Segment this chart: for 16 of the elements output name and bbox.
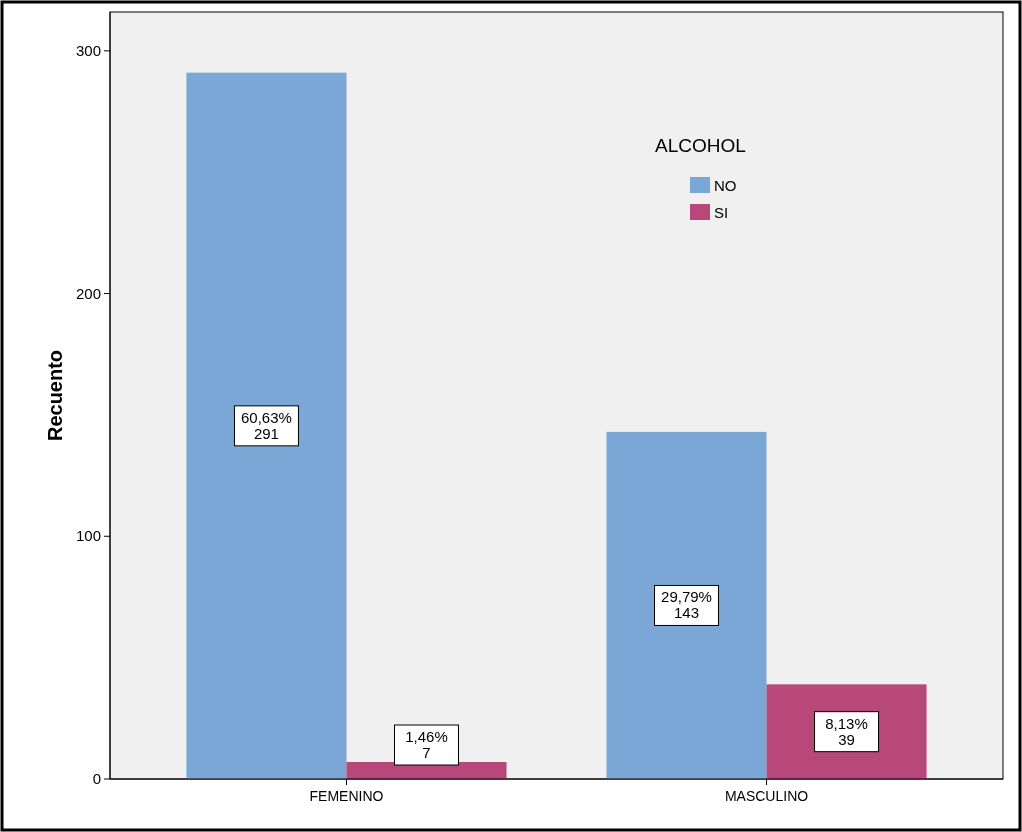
data-label: 8,13% 39	[825, 714, 868, 748]
legend-label: SI	[714, 204, 729, 221]
bar	[606, 431, 767, 779]
y-tick-label: 200	[75, 284, 101, 302]
data-label: 1,46% 7	[405, 728, 448, 761]
bar	[186, 72, 347, 779]
legend-label: NO	[714, 177, 737, 194]
data-label: 29,79% 143	[661, 588, 712, 622]
x-tick-label: MASCULINO	[724, 788, 809, 804]
y-tick-label: 100	[75, 527, 101, 545]
y-tick-label: 300	[75, 41, 101, 59]
legend-title: ALCOHOL	[655, 135, 746, 156]
y-axis-title: Recuento	[44, 349, 66, 442]
x-tick-label: FEMENINO	[309, 788, 384, 804]
data-label: 60,63% 291	[241, 408, 292, 442]
y-tick-label: 0	[92, 770, 101, 787]
